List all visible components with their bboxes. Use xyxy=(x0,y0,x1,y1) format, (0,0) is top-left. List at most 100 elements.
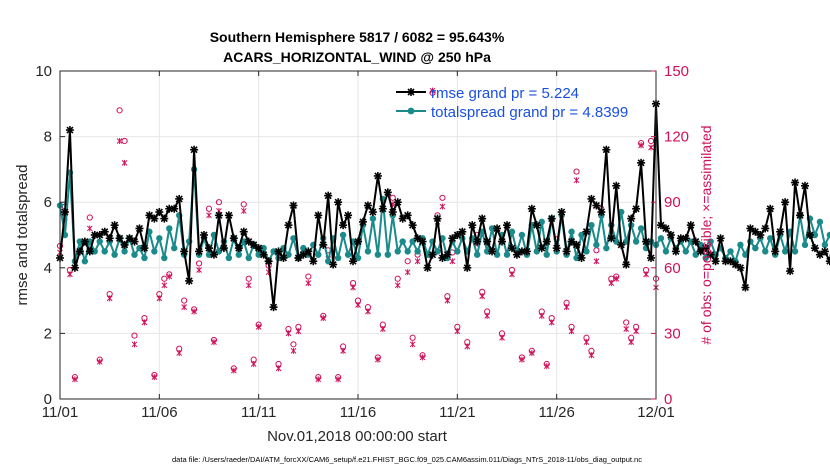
obs-possible-point xyxy=(121,137,128,145)
rmse-point xyxy=(115,234,124,243)
x-tick-label: 11/01 xyxy=(42,404,78,421)
rmse-point xyxy=(259,250,268,259)
rmse-point xyxy=(622,260,631,269)
obs-assimilated-point xyxy=(67,271,73,278)
obs-assimilated-point xyxy=(638,142,644,149)
rmse-point xyxy=(706,250,715,259)
rmse-point xyxy=(140,244,149,253)
totalspread-point xyxy=(141,254,148,262)
obs-assimilated-point xyxy=(315,376,322,383)
rmse-point xyxy=(354,237,362,246)
rmse-point xyxy=(493,224,502,233)
totalspread-point xyxy=(801,241,809,249)
totalspread-point xyxy=(568,228,575,235)
x-axis-label: Nov.01,2018 00:00:00 start xyxy=(267,428,448,445)
obs-count-layer xyxy=(56,87,660,383)
totalspread-point xyxy=(364,248,372,255)
rmse-point xyxy=(671,247,680,256)
rmse-point xyxy=(537,244,546,253)
rmse-point xyxy=(691,237,700,246)
rmse-point xyxy=(324,191,333,200)
rmse-point xyxy=(592,201,601,210)
rmse-point xyxy=(796,211,805,220)
totalspread-point xyxy=(171,244,178,252)
y-axis-label-right: # of obs: o=possible; ×=assimilated xyxy=(698,125,714,344)
totalspread-point xyxy=(742,251,749,258)
rmse-point xyxy=(185,276,194,285)
rmse-point xyxy=(632,204,641,213)
legend: rmse grand pr = 5.224 totalspread grand … xyxy=(396,85,628,121)
rmse-point xyxy=(249,240,258,249)
rmse-point xyxy=(408,221,417,230)
totalspread-point xyxy=(300,244,307,252)
totalspread-point xyxy=(657,235,665,242)
y-axis-left: 0 2 4 6 8 10 xyxy=(35,63,65,408)
x-tick-label: 11/06 xyxy=(141,404,177,421)
rmse-point xyxy=(766,204,775,213)
rmse-point xyxy=(617,240,626,249)
rmse-point xyxy=(661,224,670,233)
rmse-point xyxy=(498,237,507,246)
rmse-point xyxy=(701,244,710,253)
rmse-point xyxy=(503,221,511,230)
rmse-point xyxy=(190,145,199,154)
totalspread-point xyxy=(409,238,416,245)
obs-assimilated-point xyxy=(509,271,515,278)
legend-rmse-marker xyxy=(407,88,415,96)
rmse-point xyxy=(557,208,566,217)
rmse-point xyxy=(239,227,248,236)
totalspread-point xyxy=(488,225,496,232)
rmse-point xyxy=(696,247,705,256)
obs-assimilated-point xyxy=(519,356,525,363)
y-right-tick-label: 90 xyxy=(664,194,681,211)
obs-assimilated-point xyxy=(240,207,247,214)
obs-assimilated-point xyxy=(375,356,381,363)
y-left-tick-label: 10 xyxy=(35,63,52,80)
obs-possible-point xyxy=(245,275,252,282)
obs-assimilated-point xyxy=(196,266,202,273)
obs-possible-point xyxy=(240,201,247,208)
totalspread-point xyxy=(767,235,774,242)
totalspread-point xyxy=(588,221,595,229)
obs-possible-point xyxy=(439,194,446,201)
rmse-point xyxy=(304,247,313,256)
chart-title-line-2: ACARS_HORIZONTAL_WIND @ 250 hPa xyxy=(223,49,491,65)
rmse-point xyxy=(751,227,760,236)
obs-assimilated-point xyxy=(295,328,302,335)
rmse-point xyxy=(383,188,392,197)
totalspread-point xyxy=(543,251,550,258)
y-right-tick-label: 30 xyxy=(664,325,681,342)
rmse-point xyxy=(209,250,218,259)
rmse-point xyxy=(711,257,720,266)
rmse-point xyxy=(438,253,447,262)
y-right-tick-label: 0 xyxy=(664,391,672,408)
obs-assimilated-point xyxy=(394,282,401,289)
totalspread-point xyxy=(573,254,580,262)
rmse-point xyxy=(160,214,169,223)
obs-assimilated-point xyxy=(454,328,461,335)
obs-possible-point xyxy=(205,205,213,212)
x-tick-label: 12/01 xyxy=(637,404,675,421)
rmse-point xyxy=(716,234,725,243)
rmse-point xyxy=(195,247,204,256)
rmse-point xyxy=(264,257,273,266)
rmse-point xyxy=(200,231,209,239)
rmse-point xyxy=(269,303,278,312)
obs-assimilated-point xyxy=(404,269,411,276)
obs-assimilated-point xyxy=(414,258,421,265)
totalspread-point xyxy=(399,238,406,245)
totalspread-point xyxy=(618,208,625,216)
obs-assimilated-point xyxy=(648,144,654,151)
rmse-point xyxy=(279,253,288,262)
rmse-point xyxy=(781,198,790,207)
rmse-point xyxy=(234,244,243,253)
totalspread-point xyxy=(101,248,108,255)
totalspread-point xyxy=(682,248,689,255)
rmse-point xyxy=(582,227,591,236)
totalspread-point xyxy=(245,254,252,262)
obs-assimilated-point xyxy=(191,308,197,315)
obs-assimilated-point xyxy=(86,225,93,232)
rmse-point xyxy=(532,221,541,230)
totalspread-point xyxy=(235,251,242,258)
